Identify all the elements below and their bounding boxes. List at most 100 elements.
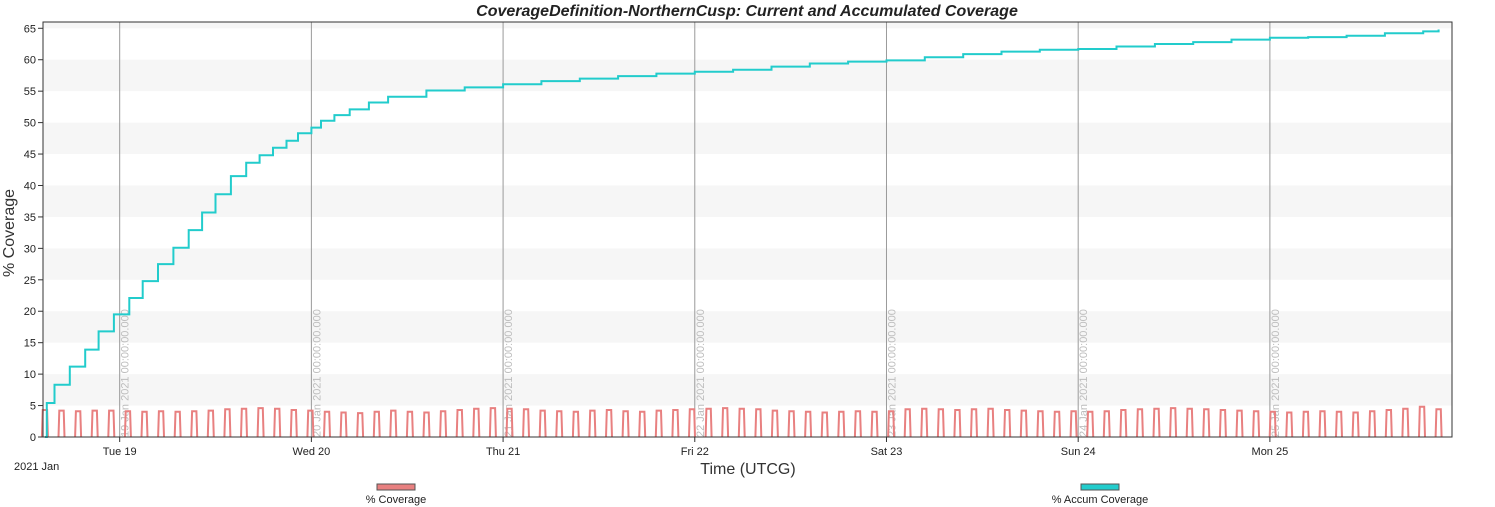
coverage-spike (588, 409, 597, 438)
x-tick-label: Thu 21 (486, 446, 520, 458)
grid-band (43, 248, 1452, 280)
date-stamp-label: 23 Jan 2021 00:00:00.000 (886, 309, 898, 437)
x-tick-label: Sun 24 (1061, 446, 1096, 458)
accum-coverage-line (44, 29, 1440, 438)
date-stamp-label: 20 Jan 2021 00:00:00.000 (311, 309, 323, 437)
coverage-spike (323, 410, 331, 438)
y-tick-labels: 0 5 10 15 20 25 30 35 40 45 50 55 60 65 (24, 23, 43, 444)
coverage-spike (1384, 409, 1393, 438)
coverage-spike (157, 410, 165, 438)
coverage-spike (1218, 409, 1227, 438)
coverage-spike (1285, 411, 1294, 438)
coverage-spike (74, 410, 83, 438)
legend-swatch-accum-coverage (1080, 483, 1120, 491)
grid-band (43, 311, 1452, 343)
coverage-spike (439, 410, 448, 438)
coverage-spike (970, 408, 978, 438)
coverage-spike (1434, 408, 1443, 438)
coverage-spike (273, 407, 282, 438)
coverage-spike (721, 407, 730, 438)
legend: % Coverage % Accum Coverage (366, 483, 1149, 506)
legend-label-coverage: % Coverage (366, 494, 427, 506)
coverage-spike (306, 409, 315, 438)
coverage-spike (654, 409, 663, 438)
coverage-spike (190, 410, 199, 438)
coverage-spike (1003, 409, 1012, 438)
y-tick-label: 40 (24, 180, 36, 192)
legend-label-accum-coverage: % Accum Coverage (1052, 494, 1149, 506)
coverage-spike (1235, 409, 1244, 438)
coverage-spike (538, 409, 547, 438)
date-stamp-label: 24 Jan 2021 00:00:00.000 (1078, 309, 1090, 437)
coverage-spike (1268, 410, 1277, 438)
axes (42, 21, 1453, 438)
coverage-spike (887, 410, 896, 438)
date-stamp-label: 21 Jan 2021 00:00:00.000 (503, 309, 515, 437)
coverage-spike (1152, 407, 1161, 438)
coverage-spike (638, 410, 647, 438)
coverage-spike (870, 410, 879, 438)
y-tick-label: 60 (24, 55, 36, 67)
coverage-spike (605, 409, 613, 438)
chart-title: CoverageDefinition-NorthernCusp: Current… (476, 3, 1018, 20)
plot-frame (42, 21, 1453, 438)
coverage-spike (57, 409, 66, 438)
coverage-spike (339, 411, 348, 438)
coverage-spike (787, 410, 796, 438)
date-stamps: 19 Jan 2021 00:00:00.000 20 Jan 2021 00:0… (120, 309, 1282, 437)
coverage-spike (1169, 407, 1178, 438)
date-stamp-label: 25 Jan 2021 00:00:00.000 (1270, 309, 1282, 437)
coverage-spike (853, 410, 862, 438)
coverage-spike (688, 408, 696, 438)
coverage-spike (1069, 410, 1078, 438)
grid-band (43, 122, 1452, 155)
coverage-spike (571, 410, 580, 438)
coverage-spike (1252, 410, 1261, 438)
coverage-spike (737, 407, 746, 438)
coverage-spike (356, 412, 365, 438)
coverage-spike (1418, 405, 1426, 438)
coverage-spike (1119, 409, 1128, 438)
coverage-spike (986, 407, 995, 438)
y-tick-label: 65 (24, 23, 36, 35)
x-tick-labels: Tue 19 Wed 20 Thu 21 Fri 22 Sat 23 Sun 24 Mon … (103, 437, 1288, 458)
coverage-spike (1301, 410, 1310, 438)
coverage-spike (903, 408, 912, 438)
coverage-spike (621, 410, 630, 438)
coverage-spike (206, 409, 215, 438)
y-tick-label: 35 (24, 212, 36, 224)
x-tick-label: Wed 20 (293, 446, 331, 458)
coverage-series (40, 405, 1443, 438)
coverage-spike (1335, 410, 1343, 438)
x-tick-label: Tue 19 (103, 446, 137, 458)
coverage-spike (405, 410, 414, 438)
coverage-spike (223, 408, 232, 438)
coverage-spike (820, 411, 829, 438)
y-tick-label: 15 (24, 338, 36, 350)
y-tick-label: 10 (24, 369, 36, 381)
coverage-spike (173, 410, 182, 438)
year-label: 2021 Jan (14, 461, 59, 473)
plot-bands (43, 22, 1452, 437)
coverage-spike (1185, 407, 1194, 438)
coverage-spike (1351, 411, 1360, 438)
coverage-spike (240, 407, 248, 438)
coverage-spike (804, 410, 813, 438)
coverage-spike (1102, 410, 1111, 438)
date-stamp-label: 19 Jan 2021 00:00:00.000 (120, 309, 132, 437)
coverage-spike (1401, 407, 1410, 438)
date-stamp-label: 22 Jan 2021 00:00:00.000 (695, 309, 707, 437)
coverage-spike (1136, 408, 1144, 438)
x-tick-label: Fri 22 (681, 446, 709, 458)
coverage-spike (704, 407, 713, 438)
coverage-spike (1019, 409, 1028, 438)
coverage-spike (953, 409, 962, 438)
x-axis-label: Time (UTCG) (700, 461, 795, 478)
vertical-gridlines (119, 22, 1271, 437)
coverage-spike (90, 409, 99, 438)
coverage-spike (936, 408, 945, 438)
coverage-spike (472, 407, 481, 438)
legend-swatch-coverage (376, 483, 416, 491)
x-tick-label: Mon 25 (1252, 446, 1289, 458)
